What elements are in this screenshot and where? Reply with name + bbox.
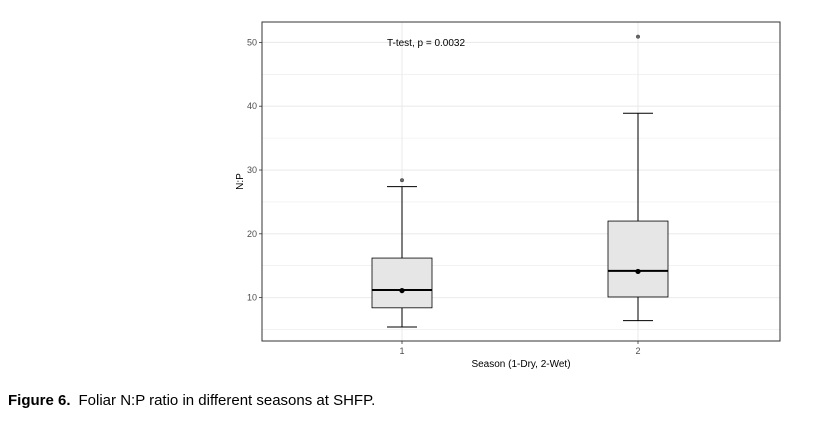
figure-caption-label: Figure 6.	[8, 392, 71, 409]
x-axis-title: Season (1-Dry, 2-Wet)	[471, 359, 570, 370]
figure-caption: Figure 6. Foliar N:P ratio in different s…	[8, 392, 375, 409]
axis-ticks: 10 20 30 40 50 1 2	[247, 37, 641, 356]
box-iqr	[607, 220, 669, 298]
figure-caption-text: Foliar N:P ratio in different seasons at…	[78, 392, 376, 409]
boxplot-chart: 10 20 30 40 50 1 2 Season (1-Dry, 2-Wet) N:P T…	[235, 21, 781, 370]
outlier-point	[400, 178, 405, 183]
mean-point	[399, 287, 405, 294]
mean-point	[635, 268, 641, 275]
y-tick-label: 10	[247, 293, 257, 303]
outlier-point	[636, 34, 641, 39]
y-axis-title: N:P	[235, 173, 246, 190]
y-tick-label: 30	[247, 165, 257, 175]
panel-border	[261, 21, 781, 342]
box-iqr	[371, 257, 433, 309]
y-tick-label: 40	[247, 101, 257, 111]
grid-lines	[262, 22, 780, 341]
y-tick-label: 50	[247, 37, 257, 47]
y-tick-label: 20	[247, 229, 257, 239]
x-tick-label: 2	[635, 346, 640, 356]
box-series	[371, 34, 669, 328]
x-tick-label: 1	[399, 346, 404, 356]
t-test-annotation: T-test, p = 0.0032	[387, 38, 466, 49]
